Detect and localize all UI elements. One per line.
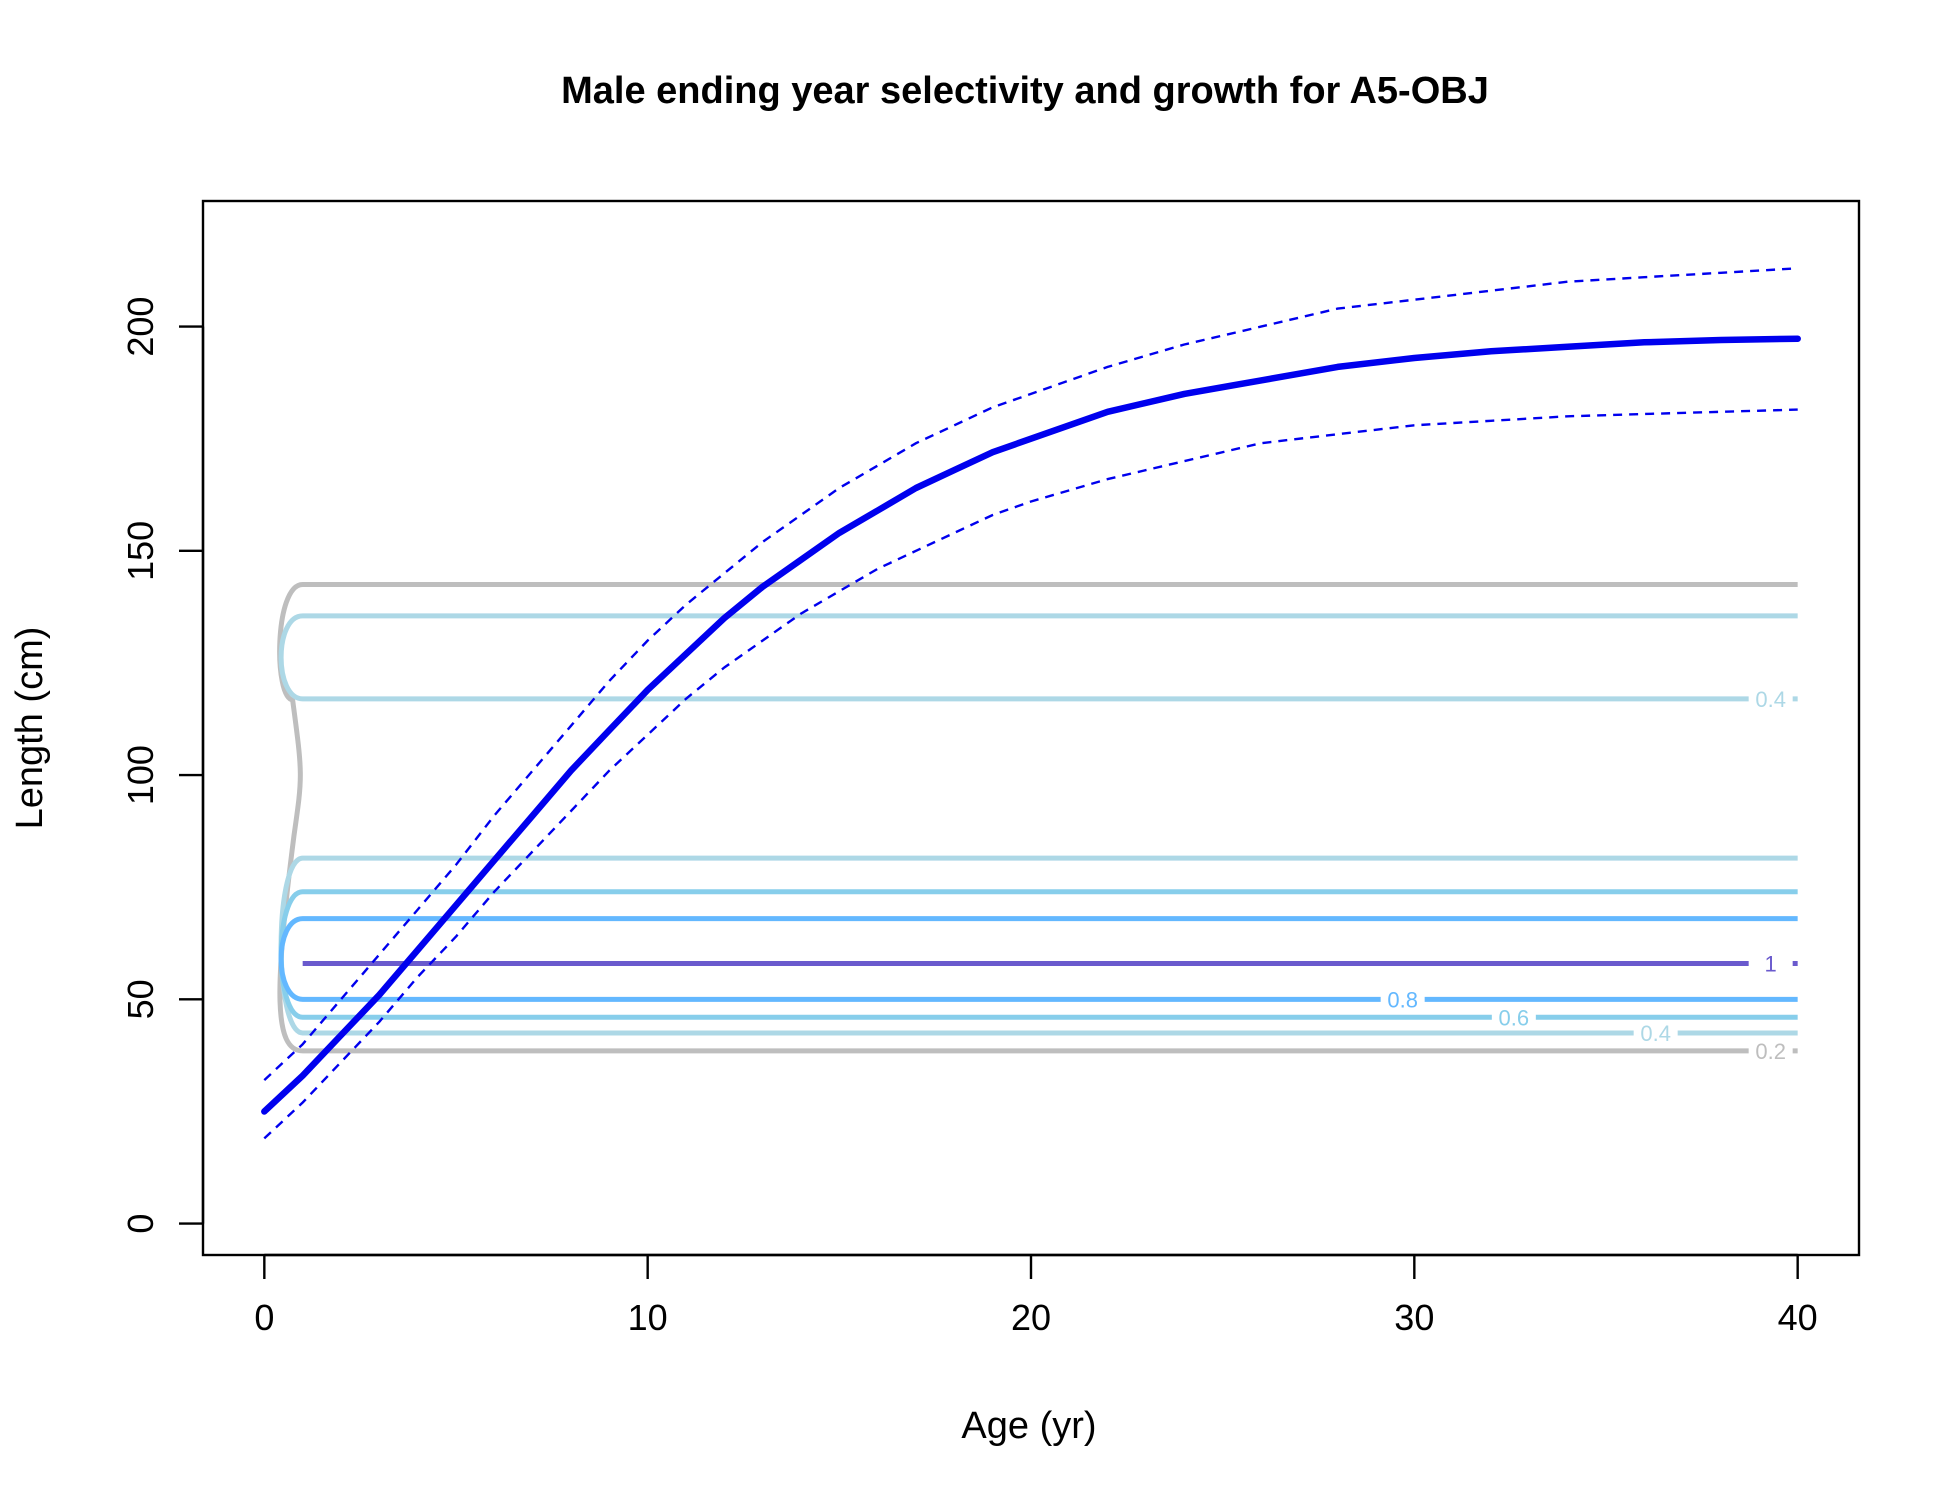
y-tick-label: 100 — [120, 745, 161, 805]
growth-series-lower-interval — [263, 408, 1798, 1140]
contour-label-gap-4 — [1380, 989, 1425, 1010]
y-tick-label: 50 — [120, 979, 161, 1019]
contour-label-gap-2 — [1633, 1022, 1678, 1043]
plot-frame — [201, 199, 1861, 1257]
growth-series-upper-interval — [263, 267, 1798, 1081]
y-tick-label: 200 — [120, 297, 161, 357]
selectivity-contour-4 — [278, 916, 1798, 1002]
selectivity-contour-2 — [278, 855, 1798, 1036]
contour-label-gap-1 — [1748, 688, 1793, 709]
selectivity-contour-0 — [277, 581, 1798, 1054]
contour-label-5: 1 — [1765, 951, 1777, 976]
x-tick-label: 30 — [1394, 1297, 1434, 1338]
y-tick-label: 0 — [120, 1214, 161, 1234]
contour-label-gap-0 — [1748, 1040, 1793, 1061]
contour-label-1: 0.4 — [1755, 687, 1786, 712]
y-axis: 0 50 100 150 200 — [120, 297, 205, 1234]
x-tick-label: 20 — [1011, 1297, 1051, 1338]
contour-label-3: 0.6 — [1499, 1005, 1530, 1030]
contour-label-gap-3 — [1491, 1007, 1536, 1028]
x-axis-title: Age (yr) — [961, 1405, 1096, 1447]
x-tick-label: 40 — [1778, 1297, 1818, 1338]
y-axis-title: Length (cm) — [9, 627, 51, 830]
contour-label-0: 0.2 — [1755, 1039, 1786, 1064]
growth-series-mean-length-at-age — [261, 335, 1801, 1115]
x-tick-label: 0 — [254, 1297, 274, 1338]
plot-area: 0.2 0.4 0.4 0.6 0.8 1 — [261, 267, 1801, 1140]
chart-title: Male ending year selectivity and growth … — [561, 70, 1489, 112]
contour-label-gap-5 — [1748, 953, 1793, 974]
x-tick-label: 10 — [628, 1297, 668, 1338]
contour-label-4: 0.8 — [1387, 987, 1418, 1012]
selectivity-contour-1 — [278, 613, 1798, 702]
y-tick-label: 150 — [120, 521, 161, 581]
x-axis: 0 10 20 30 40 — [254, 1253, 1818, 1338]
contour-label-2: 0.4 — [1640, 1021, 1671, 1046]
